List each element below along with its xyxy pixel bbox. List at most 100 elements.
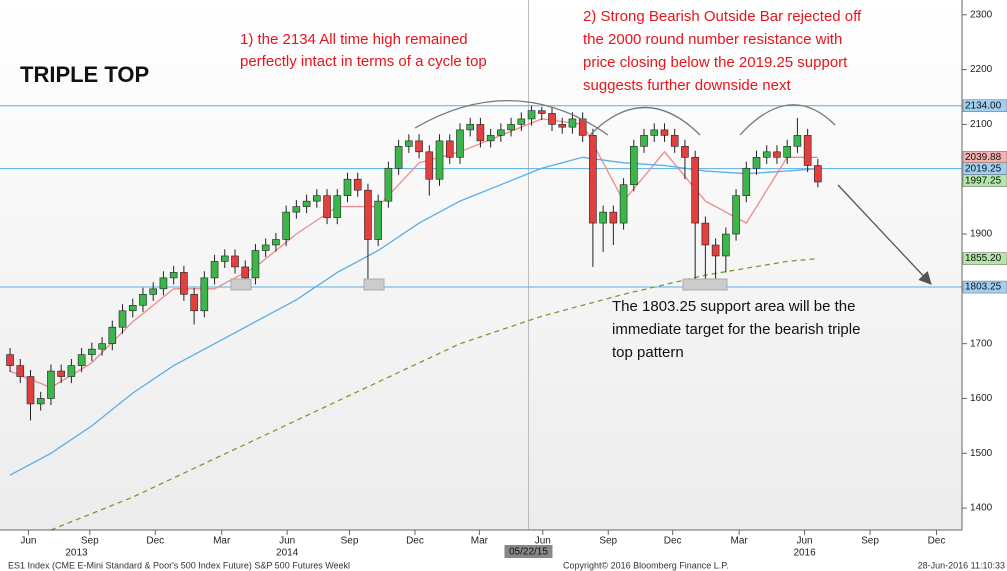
y-tick-label: 1900 [970, 229, 993, 240]
y-tick-label: 1500 [970, 448, 993, 459]
candle-body [210, 261, 219, 279]
candle-body [670, 135, 679, 147]
candle-body [548, 113, 556, 125]
annotation: perfectly intact in terms of a cycle top [240, 53, 487, 70]
candle-body [374, 200, 382, 240]
y-tick-label: 2100 [970, 119, 993, 130]
candle-body [200, 277, 209, 312]
candle-body [609, 211, 618, 224]
candle-body [630, 146, 638, 186]
support-box [363, 278, 385, 291]
price-label: 1803.25 [965, 282, 1002, 293]
candle-body [517, 118, 526, 125]
candle-body [732, 195, 740, 235]
candle-body [568, 118, 577, 128]
candle-body [394, 146, 403, 169]
footer: 28-Jun-2016 11:10:33 [918, 560, 1005, 570]
candle-body [773, 151, 781, 158]
x-tick-label: Jun [20, 536, 36, 547]
year-label: 2014 [276, 548, 299, 559]
candle-body [803, 135, 812, 166]
candle-body [118, 310, 127, 328]
price-label-box [962, 252, 1007, 265]
candle-body [128, 304, 137, 312]
candle-body [711, 244, 720, 257]
candle-body [47, 370, 55, 399]
candle-body [742, 167, 751, 196]
date-marker: 05/22/15 [509, 547, 548, 558]
x-tick-label: Sep [599, 536, 617, 547]
candle-body [752, 157, 761, 169]
price-label: 2134.00 [965, 100, 1002, 111]
candle-body [497, 129, 505, 136]
candle-body [783, 146, 791, 158]
candle-body [98, 343, 106, 350]
candle-body [660, 129, 669, 136]
price-label: 1855.20 [965, 253, 1002, 264]
candle-body [16, 365, 25, 377]
x-tick-label: Dec [406, 536, 424, 547]
candle-body [57, 370, 65, 377]
candle-body [88, 348, 96, 355]
year-label: 2013 [65, 548, 88, 559]
candle-body [353, 178, 362, 191]
candle-body [302, 200, 311, 207]
candle-body [26, 376, 35, 405]
candle-body [384, 167, 393, 202]
candle-body [364, 189, 372, 240]
candle-body [77, 354, 86, 366]
candle-body [722, 233, 730, 257]
candle-body [435, 140, 444, 180]
candle-body [599, 211, 607, 224]
candle-body [537, 110, 546, 114]
support-box [682, 278, 728, 291]
candle-body [36, 398, 45, 405]
price-label-box [962, 280, 1007, 294]
candle-body [251, 250, 260, 279]
candle-body [650, 129, 659, 136]
candle-body [527, 110, 536, 120]
candle-body [762, 151, 771, 158]
price-label: 2019.25 [965, 163, 1002, 174]
date-marker-box [504, 545, 553, 558]
x-tick-label: Jun [279, 536, 295, 547]
annotation: immediate target for the bearish triple [612, 321, 860, 338]
candle-body [169, 272, 178, 279]
candle-body [701, 222, 710, 246]
moving-average [50, 257, 818, 531]
candle-body [272, 239, 280, 246]
candle-body [241, 266, 250, 279]
plot [0, 0, 962, 531]
footer: ES1 Index (CME E-Mini Standard & Poor's … [8, 560, 350, 570]
support-box [230, 278, 252, 291]
y-tick-label: 2200 [970, 64, 993, 75]
candle-body [507, 124, 515, 131]
candle-body [108, 326, 117, 344]
x-tick-label: Dec [928, 536, 946, 547]
candle-body [619, 184, 628, 224]
candle-body [292, 206, 301, 213]
x-tick-label: Jun [797, 536, 813, 547]
candle-body [558, 124, 567, 128]
annotation: suggests further downside next [583, 77, 791, 94]
annotation: top pattern [612, 344, 684, 361]
candle-body [67, 365, 76, 377]
annotation: 2) Strong Bearish Outside Bar rejected o… [583, 8, 862, 25]
candle-body [445, 140, 454, 158]
candle-body [220, 255, 229, 262]
heading: TRIPLE TOP [20, 62, 149, 87]
top-arc [414, 100, 609, 136]
x-tick-label: Jun [535, 536, 551, 547]
top-arc [739, 104, 836, 136]
candle-body [282, 211, 290, 240]
candle-body [180, 272, 188, 295]
price-label-box [962, 99, 1007, 113]
price-label-box [962, 174, 1007, 187]
candle-body [139, 294, 147, 306]
candle-body [466, 124, 474, 131]
y-tick-label: 1600 [970, 393, 993, 404]
price-label: 2039.88 [965, 152, 1002, 163]
x-tick-label: Mar [213, 536, 231, 547]
candle-body [640, 135, 648, 147]
